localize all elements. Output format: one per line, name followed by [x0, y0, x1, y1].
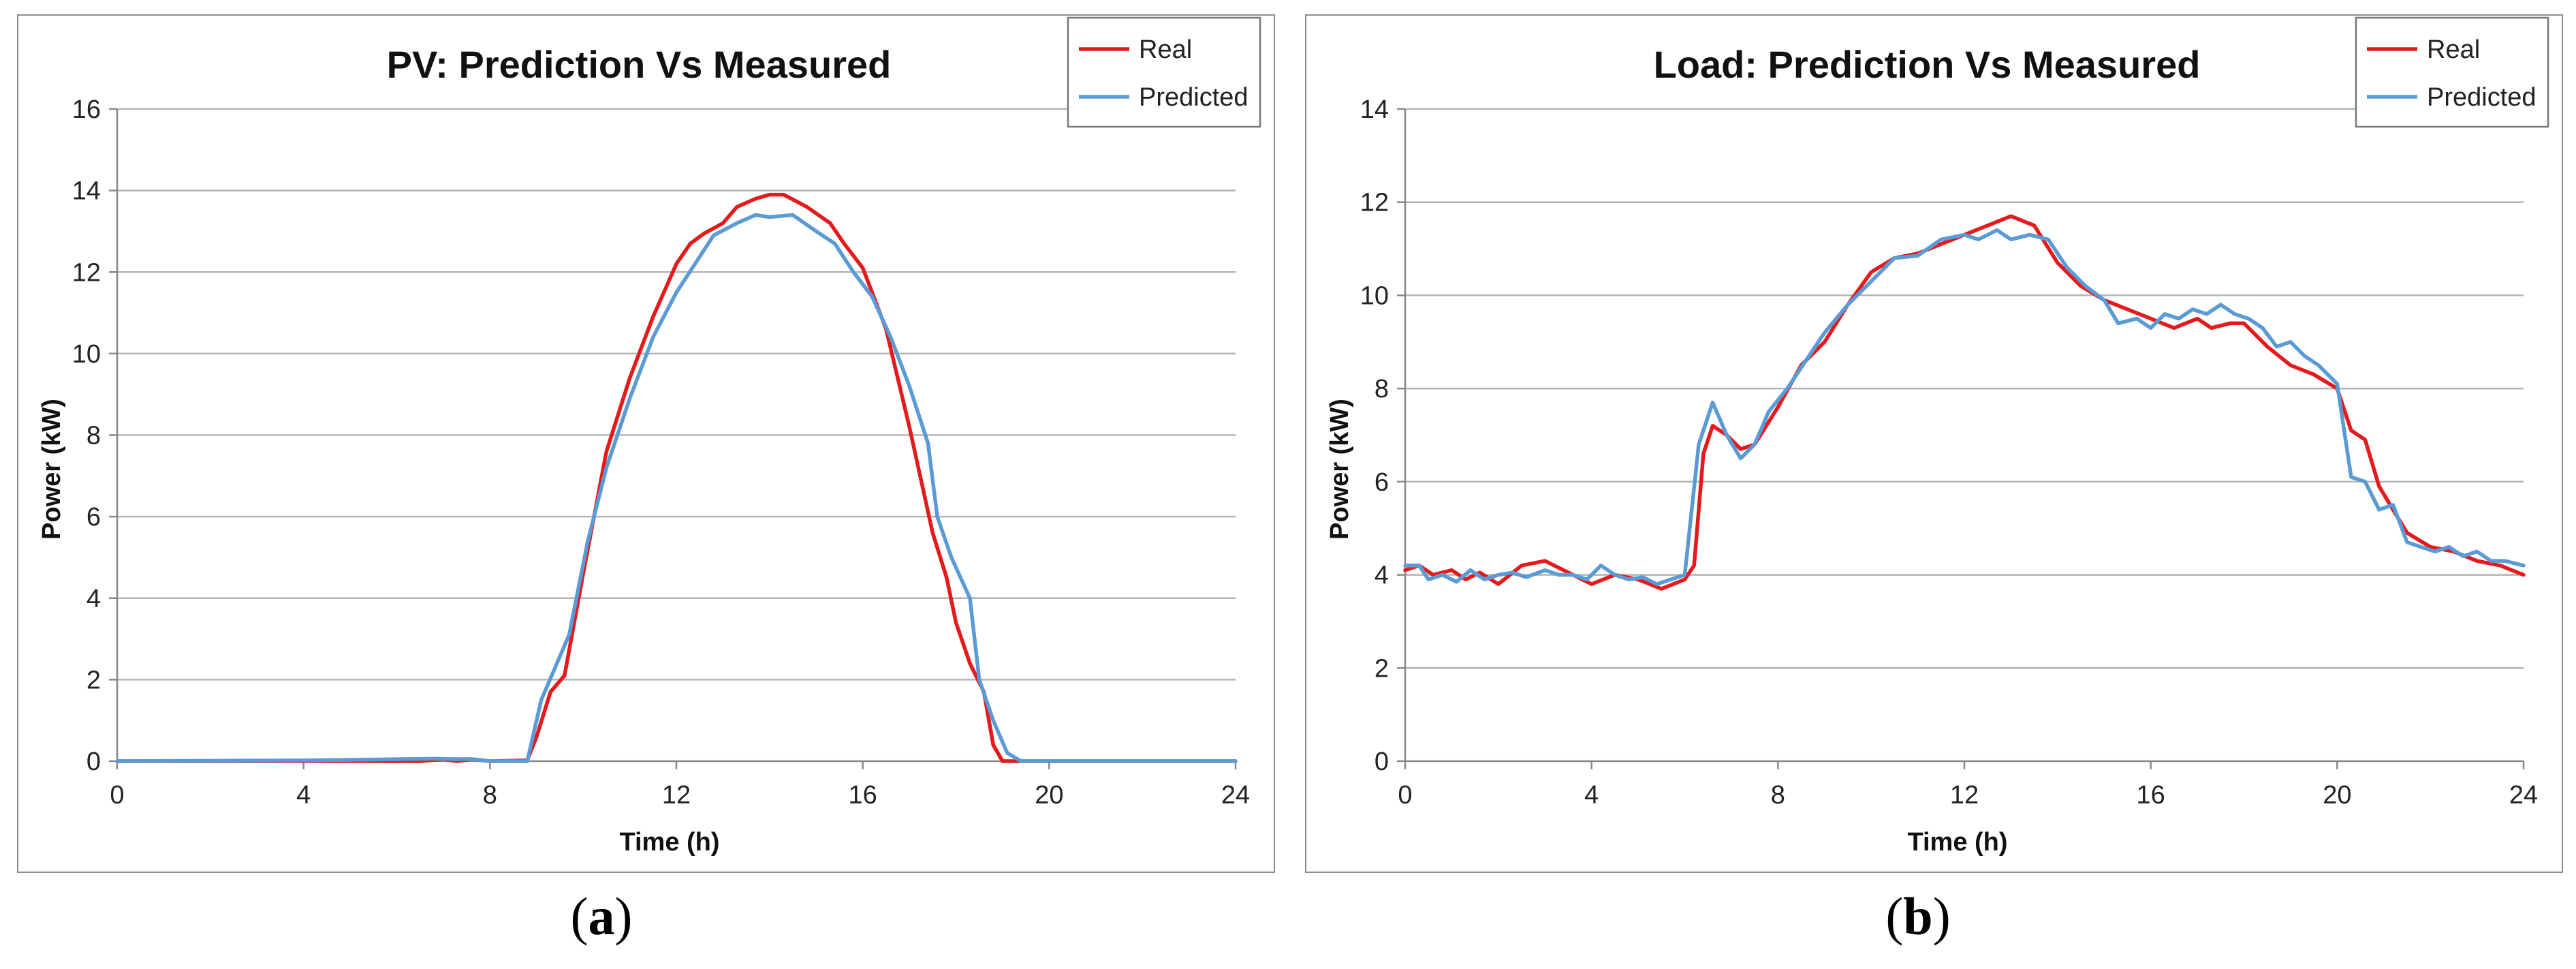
pv-y-tick-label: 16 [72, 95, 101, 124]
pv-series-line-predicted [115, 213, 1238, 763]
load-y-tick-label: 2 [1375, 654, 1389, 683]
pv-legend [1067, 16, 1261, 128]
caption-a: (a) [570, 887, 633, 946]
pv-frame [17, 14, 1275, 873]
pv-x-tick-label: 16 [849, 781, 877, 810]
load-y-tick-label: 12 [1360, 189, 1389, 217]
load-y-axis-label: Power (kW) [1325, 399, 1354, 540]
chart-panel-load: 0 2 4 6 8 10 12 14 0 4 8 12 16 20 24 Load: Prediction V… [1288, 0, 2576, 886]
pv-legend-label-predicted: Predicted [1139, 83, 1248, 112]
load-x-axis-label: Time (h) [1907, 828, 2007, 857]
pv-x-tick-label: 0 [110, 781, 124, 810]
pv-y-tick-label: 10 [72, 340, 101, 369]
load-y-tick-label: 4 [1375, 562, 1389, 590]
pv-y-tick-label: 14 [72, 177, 101, 206]
load-y-tick-label: 6 [1375, 468, 1389, 497]
pv-title: PV: Prediction Vs Measured [387, 43, 892, 86]
pv-x-tick-label: 20 [1035, 781, 1063, 810]
pv-x-tick-label: 4 [296, 781, 311, 810]
pv-y-tick-label: 2 [87, 666, 101, 694]
load-y-tick-label: 8 [1375, 375, 1389, 403]
pv-y-tick-label: 0 [87, 748, 101, 776]
pv-y-tick-label: 12 [72, 258, 101, 287]
load-x-tick-label: 4 [1584, 781, 1599, 810]
pv-x-axis-label: Time (h) [619, 828, 719, 857]
pv-legend-label-real: Real [1139, 35, 1192, 64]
load-x-tick-label: 20 [2323, 781, 2351, 810]
load-x-tick-label: 12 [1950, 781, 1979, 810]
load-y-tick-label: 0 [1375, 748, 1389, 776]
pv-y-axis-label: Power (kW) [37, 399, 66, 540]
load-x-tick-label: 16 [2137, 781, 2165, 810]
caption-b: (b) [1885, 887, 1951, 946]
pv-x-tick-label: 12 [662, 781, 691, 810]
load-title: Load: Prediction Vs Measured [1654, 43, 2201, 86]
pv-y-tick-label: 4 [87, 585, 101, 613]
load-series-line-predicted [1403, 228, 2526, 586]
pv-y-tick-label: 8 [87, 422, 101, 450]
pv-x-tick-label: 8 [483, 781, 497, 810]
pv-y-tick-label: 6 [87, 503, 101, 532]
load-legend-label-real: Real [2427, 35, 2480, 64]
load-legend-label-predicted: Predicted [2427, 83, 2536, 112]
load-frame [1305, 14, 2563, 873]
load-x-tick-label: 8 [1771, 781, 1785, 810]
load-y-tick-label: 10 [1360, 281, 1389, 310]
load-y-tick-label: 14 [1360, 95, 1389, 124]
pv-x-tick-label: 24 [1221, 781, 1250, 810]
chart-panel-pv: 0 2 4 6 8 10 12 14 16 0 4 8 12 16 20 24 PV: Prediction V… [0, 0, 1288, 886]
load-x-tick-label: 24 [2509, 781, 2538, 810]
load-x-tick-label: 0 [1398, 781, 1412, 810]
load-legend [2355, 16, 2549, 128]
